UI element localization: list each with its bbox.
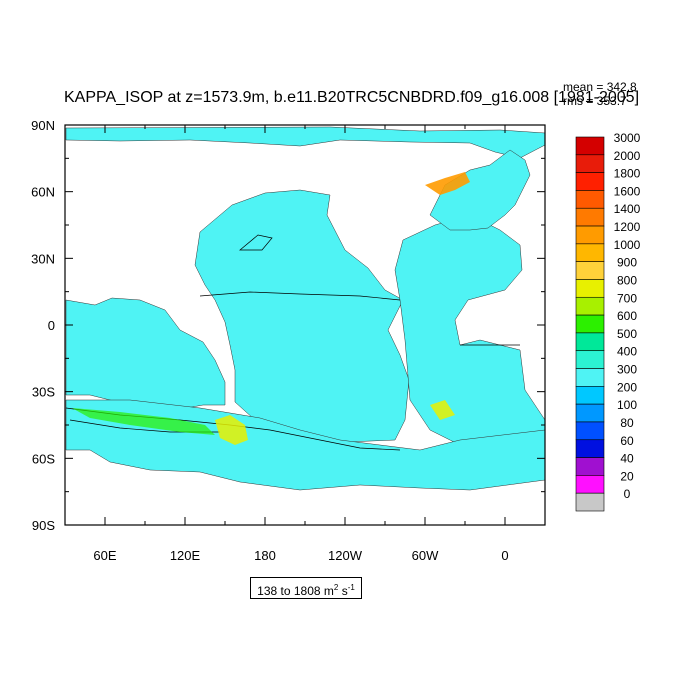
ocean-layer bbox=[65, 126, 546, 491]
range-prefix: 138 to 1808 m bbox=[257, 584, 334, 598]
colorbar-label: 600 bbox=[617, 309, 637, 323]
nordic-seas bbox=[429, 149, 531, 231]
x-tick-label: 0 bbox=[501, 548, 508, 563]
colorbar-swatch bbox=[575, 421, 605, 441]
colorbar-swatch bbox=[575, 403, 605, 423]
colorbar-label: 80 bbox=[620, 416, 634, 430]
mean-stat: mean = 342.8 bbox=[563, 80, 637, 94]
y-tick-label: 30N bbox=[31, 251, 55, 266]
colorbar-swatch bbox=[575, 332, 605, 352]
colorbar-swatch bbox=[575, 492, 605, 512]
arctic-ocean bbox=[65, 126, 546, 159]
colorbar-swatch bbox=[575, 314, 605, 334]
colorbar-label: 1800 bbox=[614, 167, 641, 181]
colorbar: 3000200018001600140012001000900800700600… bbox=[575, 131, 641, 512]
colorbar-label: 3000 bbox=[614, 131, 641, 145]
colorbar-label: 800 bbox=[617, 273, 637, 287]
colorbar-label: 900 bbox=[617, 256, 637, 270]
colorbar-swatch bbox=[575, 368, 605, 387]
y-tick-label: 60N bbox=[31, 185, 55, 200]
y-tick-label: 90S bbox=[32, 518, 55, 533]
colorbar-label: 2000 bbox=[614, 149, 641, 163]
colorbar-swatch bbox=[575, 475, 605, 494]
colorbar-swatch bbox=[575, 207, 605, 227]
colorbar-swatch bbox=[575, 457, 605, 476]
colorbar-label: 1600 bbox=[614, 184, 641, 198]
colorbar-swatch bbox=[575, 261, 605, 280]
plot-title: KAPPA_ISOP at z=1573.9m, b.e11.B20TRC5CN… bbox=[64, 89, 640, 106]
colorbar-swatch bbox=[575, 225, 605, 245]
y-tick-label: 30S bbox=[32, 385, 55, 400]
colorbar-swatch bbox=[575, 386, 605, 405]
colorbar-swatch bbox=[575, 243, 605, 262]
contour-line bbox=[199, 291, 401, 301]
x-tick-label: 60E bbox=[93, 548, 116, 563]
colorbar-label: 0 bbox=[624, 487, 631, 501]
colorbar-swatch bbox=[575, 136, 605, 156]
x-tick-label: 60W bbox=[412, 548, 439, 563]
rms-stat: rms = 353.7 bbox=[563, 94, 627, 108]
colorbar-swatch bbox=[575, 296, 605, 316]
colorbar-label: 400 bbox=[617, 345, 637, 359]
x-tick-label: 180 bbox=[254, 548, 276, 563]
y-axis-labels: 90N 60N 30N 0 30S 60S 90S bbox=[31, 118, 55, 533]
hotspot-south-atlantic bbox=[430, 400, 455, 420]
hotspot-nordic bbox=[425, 172, 470, 195]
range-sup-2: -1 bbox=[347, 583, 355, 592]
hotspot-new-zealand bbox=[215, 415, 248, 445]
colorbar-label: 200 bbox=[617, 380, 637, 394]
x-tick-label: 120W bbox=[328, 548, 363, 563]
colorbar-label: 100 bbox=[617, 398, 637, 412]
y-tick-label: 90N bbox=[31, 118, 55, 133]
colorbar-swatch bbox=[575, 190, 605, 209]
axis-ticks bbox=[64, 124, 546, 526]
colorbar-swatch bbox=[575, 350, 605, 369]
colorbar-swatch bbox=[575, 172, 605, 191]
x-tick-label: 120E bbox=[170, 548, 201, 563]
colorbar-label: 700 bbox=[617, 291, 637, 305]
hotspot-australia-south bbox=[72, 408, 215, 435]
colorbar-label: 1000 bbox=[614, 238, 641, 252]
colorbar-label: 60 bbox=[620, 434, 634, 448]
range-sup-1: 2 bbox=[333, 583, 339, 592]
y-tick-label: 60S bbox=[32, 451, 55, 466]
colorbar-label: 1200 bbox=[614, 220, 641, 234]
range-label: 138 to 1808 m2 s-1 bbox=[250, 577, 362, 599]
colorbar-label: 500 bbox=[617, 327, 637, 341]
x-axis-labels: 60E 120E 180 120W 60W 0 bbox=[93, 548, 508, 563]
colorbar-label: 20 bbox=[620, 469, 634, 483]
colorbar-swatch bbox=[575, 439, 605, 458]
contour-line bbox=[239, 234, 273, 251]
colorbar-label: 1400 bbox=[614, 202, 641, 216]
hotspot-regions bbox=[72, 172, 470, 445]
colorbar-label: 300 bbox=[617, 363, 637, 377]
y-tick-label: 0 bbox=[48, 318, 55, 333]
colorbar-label: 40 bbox=[620, 452, 634, 466]
colorbar-swatch bbox=[575, 279, 605, 298]
range-mid: s bbox=[338, 584, 348, 598]
colorbar-swatch bbox=[575, 154, 605, 173]
